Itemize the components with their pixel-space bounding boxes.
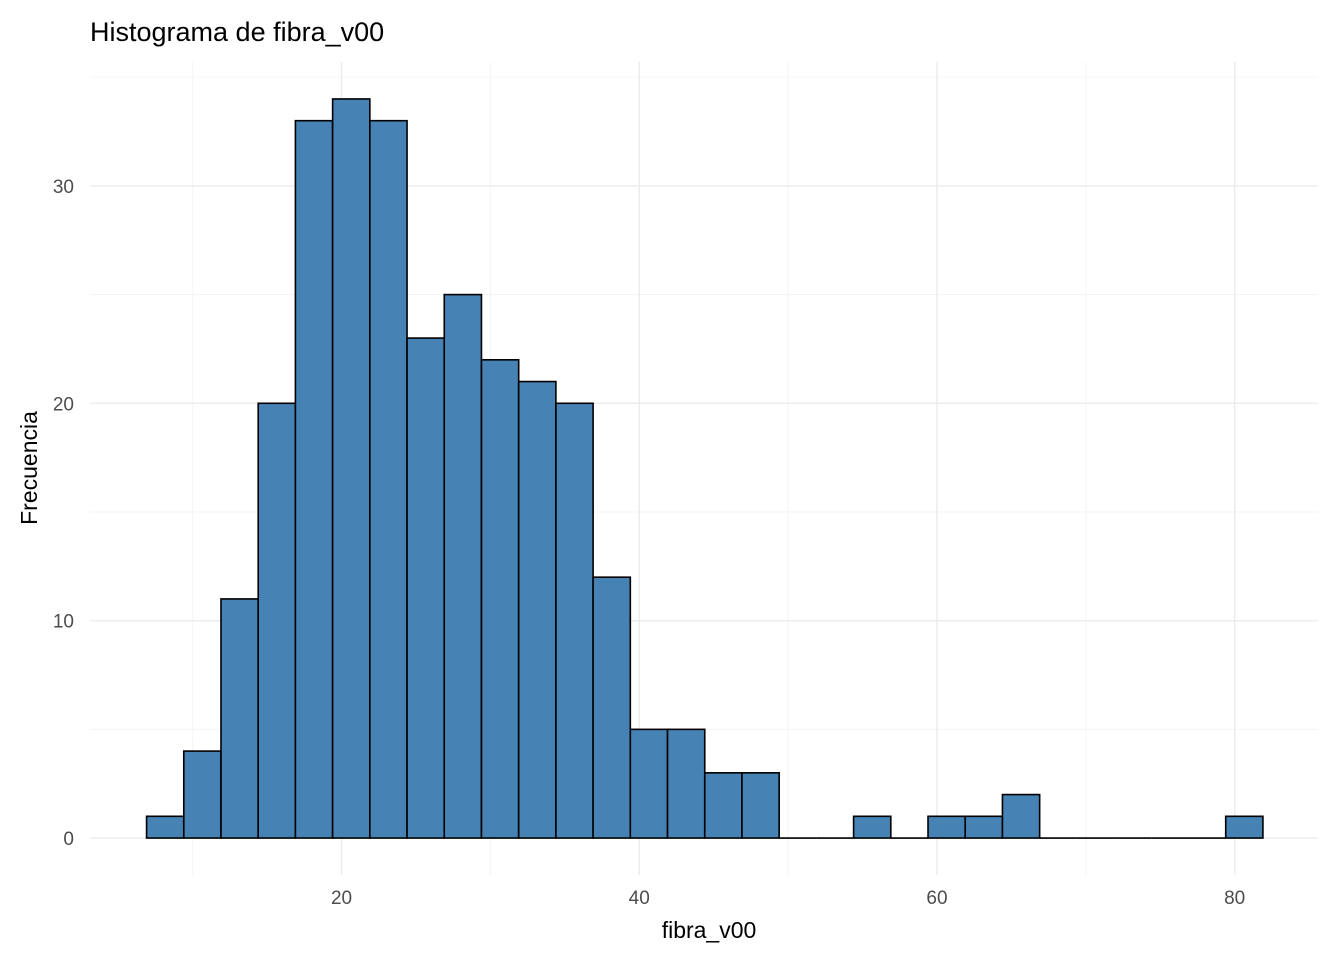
y-tick-label: 30 bbox=[53, 177, 74, 198]
y-tick-label: 10 bbox=[53, 612, 74, 633]
histogram-bar bbox=[220, 598, 259, 839]
chart-title: Histograma de fibra_v00 bbox=[90, 17, 384, 47]
histogram-bar bbox=[927, 815, 967, 839]
x-axis-title: fibra_v00 bbox=[662, 917, 757, 943]
y-tick-label: 0 bbox=[63, 829, 74, 850]
x-tick-label: 40 bbox=[629, 888, 650, 909]
histogram-bar bbox=[741, 772, 780, 839]
x-tick-label: 60 bbox=[926, 888, 947, 909]
histogram-bar bbox=[1001, 793, 1041, 839]
y-axis-tick-labels: 0 10 20 30 bbox=[53, 177, 74, 850]
x-axis-tick-labels: 20 40 60 80 bbox=[331, 888, 1245, 909]
histogram-bar bbox=[703, 772, 743, 839]
histogram-bar bbox=[294, 119, 334, 839]
x-tick-label: 20 bbox=[331, 888, 352, 909]
histogram-bars bbox=[145, 98, 1264, 839]
histogram-bar bbox=[1224, 815, 1264, 839]
histogram-bar bbox=[666, 728, 706, 839]
histogram-bar bbox=[555, 402, 594, 839]
histogram-bar bbox=[964, 815, 1004, 839]
histogram-bar bbox=[257, 402, 297, 839]
histogram-bar bbox=[443, 293, 483, 839]
histogram-bar bbox=[592, 576, 632, 839]
histogram-bar bbox=[182, 750, 222, 839]
histogram-bar bbox=[480, 359, 520, 839]
histogram-bar bbox=[629, 728, 669, 839]
histogram-bar bbox=[331, 98, 371, 839]
histogram-bar bbox=[145, 815, 185, 839]
x-tick-label: 80 bbox=[1224, 888, 1245, 909]
histogram-bar bbox=[406, 337, 446, 839]
histogram-bar bbox=[852, 815, 892, 839]
histogram-bar bbox=[369, 119, 408, 839]
histogram-bar bbox=[517, 380, 557, 839]
y-axis-title: Frecuencia bbox=[16, 411, 42, 525]
y-tick-label: 20 bbox=[53, 394, 74, 415]
